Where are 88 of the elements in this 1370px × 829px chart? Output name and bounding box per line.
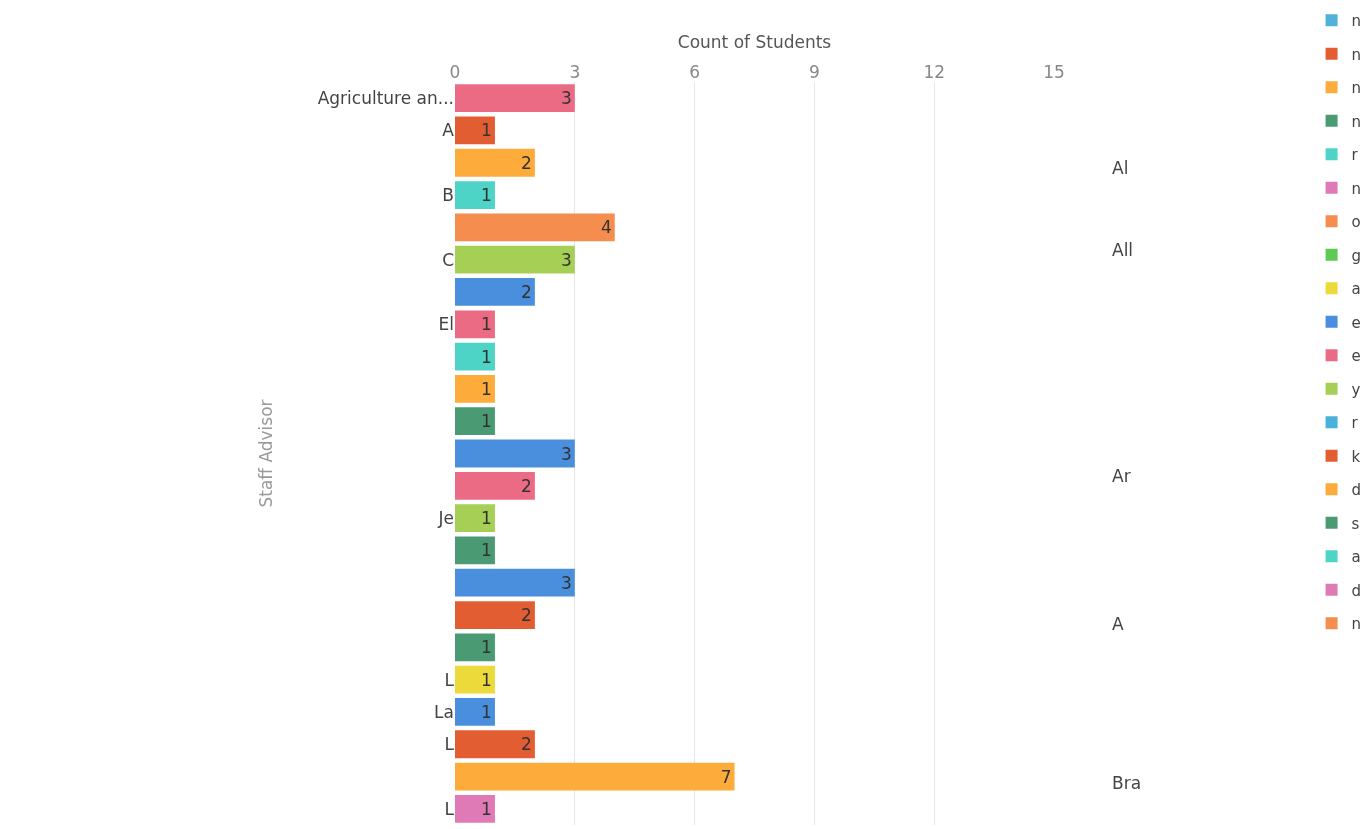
bar — [455, 633, 495, 662]
legend-label: s — [1351, 514, 1360, 533]
x-tick-label: 6 — [689, 61, 701, 82]
y-axis-title: Staff Advisor — [256, 399, 277, 508]
legend-label: n — [1351, 179, 1362, 198]
data-label: 2 — [521, 152, 532, 173]
bar — [455, 407, 495, 436]
y-tick-label: B — [442, 185, 454, 206]
legend-label: e — [1351, 347, 1361, 366]
data-label: 2 — [521, 475, 532, 496]
data-label: 1 — [481, 411, 492, 432]
bar — [455, 794, 495, 823]
bar — [455, 504, 495, 532]
bar — [455, 116, 495, 145]
x-tick-label: 15 — [1043, 61, 1065, 82]
data-label: 1 — [481, 669, 492, 690]
data-label: 1 — [481, 701, 492, 722]
data-label: 1 — [481, 540, 492, 561]
legend-label: d — [1351, 581, 1362, 600]
y-tick-label: El — [438, 314, 454, 335]
data-label: 2 — [521, 734, 532, 755]
data-label: 1 — [481, 508, 492, 529]
text: Al — [1112, 158, 1129, 178]
data-label: 2 — [521, 281, 532, 302]
bar — [455, 342, 495, 371]
bar — [455, 84, 575, 113]
data-label: 7 — [720, 766, 732, 787]
text: Bra — [1112, 773, 1142, 793]
legend-label: o — [1351, 213, 1361, 232]
legend-label: y — [1351, 380, 1361, 399]
legend-label: n — [1351, 12, 1362, 31]
bar — [455, 213, 615, 242]
bar — [455, 665, 495, 694]
legend-label: g — [1351, 246, 1362, 265]
bar — [455, 148, 535, 177]
legend-label: a — [1351, 280, 1361, 299]
text: All — [1112, 240, 1134, 260]
y-tick-label: C — [442, 249, 454, 270]
data-label: 3 — [560, 572, 572, 593]
legend-label: n — [1351, 112, 1362, 131]
y-tick-label: La — [434, 701, 454, 722]
bar — [455, 762, 735, 791]
data-label: 1 — [481, 120, 492, 141]
legend-label: e — [1351, 313, 1361, 332]
bar — [455, 245, 575, 274]
bar — [455, 439, 575, 468]
text: A — [1112, 614, 1124, 634]
legend-label: n — [1351, 79, 1362, 98]
y-tick-label: Je — [437, 508, 454, 529]
data-label: 3 — [560, 88, 572, 109]
text: Ar — [1112, 466, 1131, 486]
y-tick-label: Agriculture an... — [317, 88, 454, 109]
y-tick-label: L — [444, 798, 455, 819]
legend-label: d — [1351, 481, 1362, 500]
legend-label: n — [1351, 615, 1362, 634]
data-label: 1 — [481, 185, 492, 206]
legend-label: k — [1351, 447, 1361, 466]
legend-label: a — [1351, 548, 1361, 567]
data-label: 1 — [481, 637, 492, 658]
data-label: 3 — [560, 249, 572, 270]
bar — [455, 310, 495, 339]
bar — [455, 536, 495, 565]
y-tick-label: L — [444, 734, 455, 755]
data-label: 1 — [481, 378, 492, 399]
legend-label: r — [1351, 146, 1359, 165]
data-label: 1 — [481, 314, 492, 335]
x-axis-title: Count of Students — [677, 32, 832, 53]
bar — [455, 278, 535, 306]
x-tick-label: 9 — [808, 61, 820, 82]
bar — [455, 471, 535, 500]
bar — [455, 568, 575, 597]
data-label: 1 — [481, 346, 492, 367]
bar — [455, 730, 535, 759]
legend-label: r — [1351, 414, 1359, 433]
data-label: 3 — [560, 443, 572, 464]
data-label: 1 — [481, 798, 492, 819]
data-label: 4 — [600, 217, 612, 238]
bar — [455, 698, 495, 726]
x-tick-label: 0 — [449, 61, 461, 82]
bar — [455, 601, 535, 629]
legend-label: n — [1351, 45, 1362, 64]
data-label: 2 — [521, 605, 532, 626]
bar — [455, 375, 495, 403]
y-tick-label: A — [442, 120, 455, 141]
x-tick-label: 12 — [923, 61, 946, 82]
y-tick-label: L — [444, 669, 455, 690]
bar — [455, 181, 495, 209]
x-tick-label: 3 — [569, 61, 581, 82]
